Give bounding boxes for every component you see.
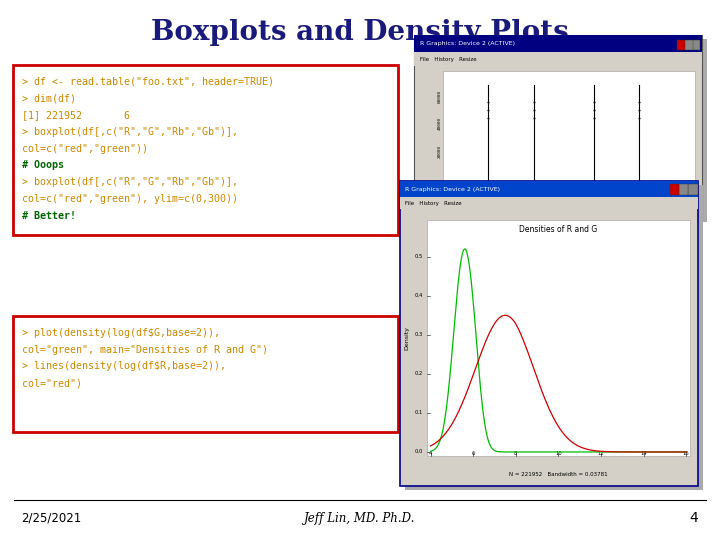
Text: Jeff Lin, MD. Ph.D.: Jeff Lin, MD. Ph.D.: [305, 512, 415, 525]
Text: 16: 16: [683, 451, 690, 456]
Text: 0.1: 0.1: [415, 410, 423, 415]
Text: 12: 12: [598, 451, 604, 456]
Bar: [684, 40, 693, 50]
Text: 10: 10: [555, 451, 562, 456]
Bar: [688, 184, 698, 195]
Text: 6: 6: [472, 451, 475, 456]
Text: Densities of R and G: Densities of R and G: [519, 225, 598, 234]
Bar: [414, 35, 702, 52]
Bar: [670, 184, 679, 195]
Text: 20000: 20000: [437, 145, 441, 158]
Text: col=c("red","green")): col=c("red","green")): [22, 144, 148, 154]
Bar: [13, 65, 398, 235]
Text: 0.5: 0.5: [415, 254, 423, 259]
Text: > boxplot(df[,c("R","G","Rb","Gb")],: > boxplot(df[,c("R","G","Rb","Gb")],: [22, 177, 238, 187]
Bar: [677, 40, 685, 50]
Text: # Ooops: # Ooops: [22, 160, 64, 171]
Text: R Graphics: Device 2 (ACTIVE): R Graphics: Device 2 (ACTIVE): [420, 41, 515, 46]
Text: col="red"): col="red"): [22, 378, 82, 388]
Bar: [414, 35, 702, 219]
Bar: [585, 184, 603, 201]
Text: Boxplots and Density Plots: Boxplots and Density Plots: [151, 19, 569, 46]
Bar: [400, 197, 698, 209]
Text: 40000: 40000: [437, 117, 441, 130]
Text: > df <- read.table("foo.txt", header=TRUE): > df <- read.table("foo.txt", header=TRU…: [22, 77, 274, 87]
Text: col=c("red","green"), ylim=c(0,300)): col=c("red","green"), ylim=c(0,300)): [22, 194, 238, 204]
Bar: [480, 184, 497, 201]
Bar: [13, 316, 398, 432]
Text: > lines(density(log(df$R,base=2)),: > lines(density(log(df$R,base=2)),: [22, 361, 226, 372]
Bar: [679, 184, 688, 195]
Text: N = 221952   Bandwidth = 0.03781: N = 221952 Bandwidth = 0.03781: [509, 471, 608, 477]
Bar: [414, 52, 702, 66]
Bar: [525, 184, 542, 201]
Text: File   History   Resize: File History Resize: [405, 200, 462, 206]
Bar: [400, 181, 698, 197]
Text: [1] 221952       6: [1] 221952 6: [22, 110, 130, 120]
Text: 14: 14: [640, 451, 647, 456]
Bar: [419, 39, 707, 222]
Text: 0.2: 0.2: [415, 372, 423, 376]
Text: # Better!: # Better!: [22, 211, 76, 221]
Bar: [443, 71, 695, 209]
Text: 60000: 60000: [437, 90, 441, 103]
Text: > dim(df): > dim(df): [22, 93, 76, 104]
Text: File   History   Resize: File History Resize: [420, 57, 477, 62]
Text: 2/25/2021: 2/25/2021: [22, 512, 82, 525]
Bar: [400, 181, 698, 486]
Text: > boxplot(df[,c("R","G","Rb","Gb")],: > boxplot(df[,c("R","G","Rb","Gb")],: [22, 127, 238, 137]
Text: R Graphics: Device 2 (ACTIVE): R Graphics: Device 2 (ACTIVE): [405, 186, 500, 192]
Bar: [405, 185, 703, 490]
Text: 4: 4: [690, 511, 698, 525]
Bar: [691, 40, 700, 50]
Text: 0.3: 0.3: [415, 332, 423, 338]
Text: 8: 8: [514, 451, 518, 456]
Text: 0.0: 0.0: [415, 449, 423, 455]
Text: Density: Density: [405, 326, 409, 350]
Text: 0.4: 0.4: [415, 293, 423, 298]
Text: col="green", main="Densities of R and G"): col="green", main="Densities of R and G"…: [22, 345, 269, 355]
Text: 4: 4: [429, 451, 432, 456]
Bar: [427, 220, 690, 456]
Bar: [631, 184, 648, 201]
Text: > plot(density(log(df$G,base=2)),: > plot(density(log(df$G,base=2)),: [22, 328, 220, 338]
